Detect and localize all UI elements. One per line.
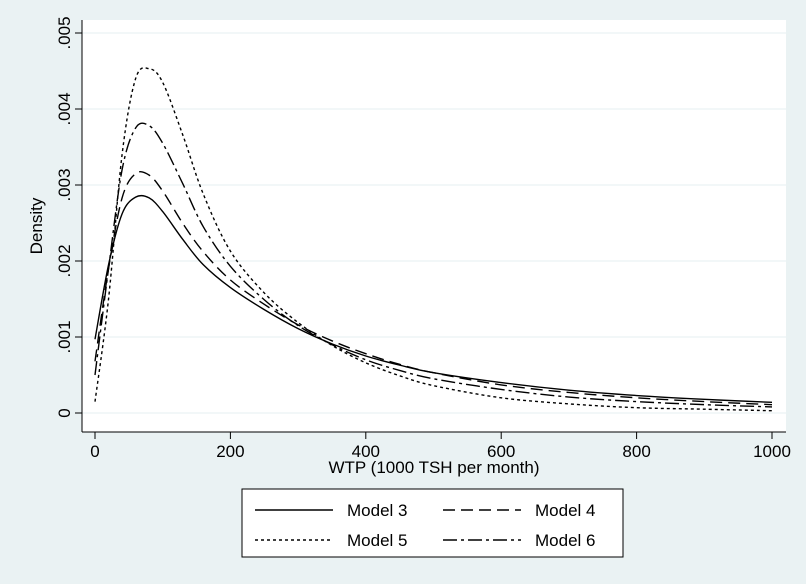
x-tick-label: 600 — [487, 442, 515, 461]
y-tick-label: 0 — [55, 408, 74, 417]
x-tick-label: 1000 — [753, 442, 791, 461]
x-tick-label: 800 — [622, 442, 650, 461]
legend-label-model-5: Model 5 — [347, 531, 407, 550]
y-tick-label: .003 — [55, 168, 74, 201]
x-axis-ticks: 0 200 400 600 800 1000 — [90, 432, 791, 461]
y-tick-label: .005 — [55, 16, 74, 49]
x-axis-title: WTP (1000 TSH per month) — [328, 458, 539, 477]
y-tick-label: .002 — [55, 244, 74, 277]
series-line-model-6 — [94, 122, 773, 408]
legend-label-model-4: Model 4 — [535, 501, 595, 520]
legend: Model 3 Model 4 Model 5 Model 6 — [241, 488, 624, 558]
x-tick-label: 0 — [90, 442, 99, 461]
y-tick-label: .001 — [55, 320, 74, 353]
legend-box — [241, 488, 624, 558]
plot-area — [82, 20, 786, 432]
series-lines — [94, 67, 773, 412]
y-tick-label: .004 — [55, 92, 74, 125]
x-tick-label: 200 — [216, 442, 244, 461]
legend-label-model-3: Model 3 — [347, 501, 407, 520]
series-line-model-3 — [94, 194, 773, 404]
series-line-model-4 — [94, 170, 773, 406]
legend-label-model-6: Model 6 — [535, 531, 595, 550]
y-axis-ticks: 0 .001 .002 .003 .004 .005 — [55, 16, 82, 418]
y-axis-title: Density — [27, 197, 46, 254]
series-line-model-5 — [94, 67, 773, 412]
x-tick-label: 400 — [352, 442, 380, 461]
